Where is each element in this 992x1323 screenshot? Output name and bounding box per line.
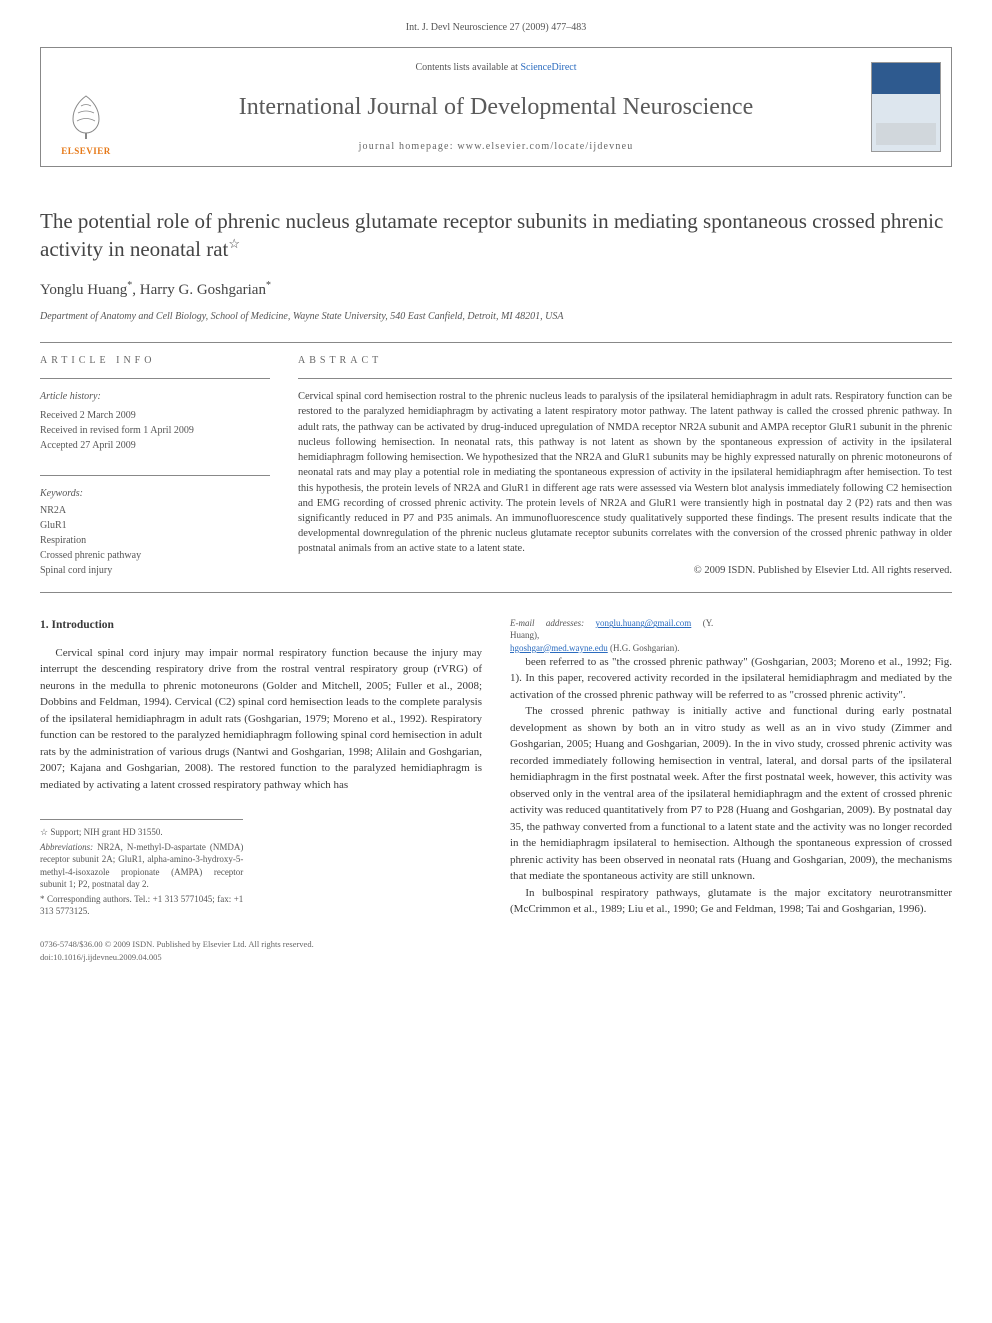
footnote-abbrev: Abbreviations: NR2A, N-methyl-D-aspartat…: [40, 841, 243, 890]
publisher-name: ELSEVIER: [61, 145, 111, 159]
divider: [40, 378, 270, 379]
title-footnote-marker: ☆: [228, 236, 240, 251]
abstract-text: Cervical spinal cord hemisection rostral…: [298, 389, 952, 556]
footer-left: 0736-5748/$36.00 © 2009 ISDN. Published …: [40, 938, 314, 964]
article-meta-row: ARTICLE INFO Article history: Received 2…: [40, 353, 952, 578]
affiliation: Department of Anatomy and Cell Biology, …: [40, 309, 952, 324]
author-1-marker: *: [127, 280, 132, 291]
header-center: Contents lists available at ScienceDirec…: [131, 48, 861, 166]
keyword: Crossed phrenic pathway: [40, 548, 270, 563]
journal-header: ELSEVIER Contents lists available at Sci…: [40, 47, 952, 167]
footer-copyright: 0736-5748/$36.00 © 2009 ISDN. Published …: [40, 938, 314, 951]
article-info-label: ARTICLE INFO: [40, 353, 270, 368]
divider: [298, 378, 952, 379]
section-number: 1.: [40, 619, 49, 631]
abstract-label: ABSTRACT: [298, 353, 952, 368]
body-paragraph: The crossed phrenic pathway is initially…: [510, 703, 952, 885]
keyword: Spinal cord injury: [40, 563, 270, 578]
elsevier-tree-icon: [61, 91, 111, 141]
publisher-logo: ELSEVIER: [41, 48, 131, 166]
journal-name: International Journal of Developmental N…: [139, 89, 853, 125]
email-link[interactable]: hgoshgar@med.wayne.edu: [510, 643, 608, 653]
footnote-support: Support; NIH grant HD 31550.: [40, 826, 243, 838]
abstract-copyright: © 2009 ISDN. Published by Elsevier Ltd. …: [298, 563, 952, 579]
keyword: Respiration: [40, 533, 270, 548]
journal-homepage: journal homepage: www.elsevier.com/locat…: [139, 139, 853, 154]
article-title: The potential role of phrenic nucleus gl…: [40, 207, 952, 264]
body-paragraph: In bulbospinal respiratory pathways, glu…: [510, 885, 952, 918]
author-2: Harry G. Goshgarian: [140, 282, 266, 298]
footnote-corresponding: * Corresponding authors. Tel.: +1 313 57…: [40, 893, 243, 917]
keywords-block: Keywords: NR2A GluR1 Respiration Crossed…: [40, 475, 270, 578]
article-info-column: ARTICLE INFO Article history: Received 2…: [40, 353, 270, 578]
abstract-column: ABSTRACT Cervical spinal cord hemisectio…: [298, 353, 952, 578]
email-who: (H.G. Goshgarian).: [610, 643, 679, 653]
footer-doi: doi:10.1016/j.ijdevneu.2009.04.005: [40, 951, 314, 964]
journal-reference: Int. J. Devl Neuroscience 27 (2009) 477–…: [40, 20, 952, 35]
authors-line: Yonglu Huang*, Harry G. Goshgarian*: [40, 278, 952, 302]
divider: [40, 342, 952, 343]
history-accepted: Accepted 27 April 2009: [40, 438, 270, 453]
page-footer: 0736-5748/$36.00 © 2009 ISDN. Published …: [40, 938, 952, 964]
keywords-label: Keywords:: [40, 486, 270, 501]
author-2-marker: *: [266, 280, 271, 291]
body-paragraph: Cervical spinal cord injury may impair n…: [40, 645, 482, 794]
title-text: The potential role of phrenic nucleus gl…: [40, 209, 943, 261]
history-revised: Received in revised form 1 April 2009: [40, 423, 270, 438]
contents-prefix: Contents lists available at: [415, 62, 520, 73]
author-1: Yonglu Huang: [40, 282, 127, 298]
keyword: NR2A: [40, 503, 270, 518]
abbrev-label: Abbreviations:: [40, 842, 93, 852]
body-paragraph: been referred to as "the crossed phrenic…: [510, 654, 952, 704]
footnote-emails: E-mail addresses: yonglu.huang@gmail.com…: [510, 617, 713, 653]
sciencedirect-link[interactable]: ScienceDirect: [520, 62, 576, 73]
contents-available-line: Contents lists available at ScienceDirec…: [139, 60, 853, 75]
history-label: Article history:: [40, 389, 270, 404]
journal-cover: [861, 48, 951, 166]
cover-thumbnail: [871, 62, 941, 152]
history-received: Received 2 March 2009: [40, 408, 270, 423]
section-title: Introduction: [52, 619, 114, 631]
keyword: GluR1: [40, 518, 270, 533]
section-heading: 1. Introduction: [40, 617, 482, 634]
body-columns: 1. Introduction Cervical spinal cord inj…: [40, 617, 952, 920]
email-link[interactable]: yonglu.huang@gmail.com: [596, 618, 692, 628]
divider: [40, 592, 952, 593]
email-label: E-mail addresses:: [510, 618, 584, 628]
divider: [40, 475, 270, 476]
